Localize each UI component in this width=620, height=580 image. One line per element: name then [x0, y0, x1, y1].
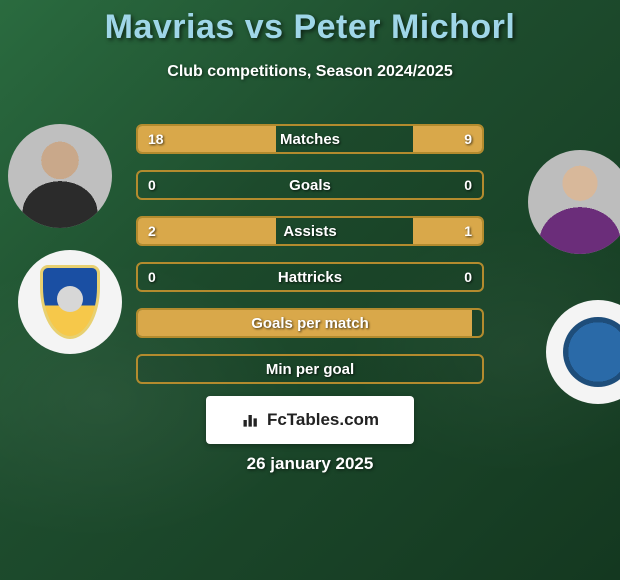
subtitle: Club competitions, Season 2024/2025: [0, 63, 620, 81]
stats-table: 189Matches 00Goals 21Assists 00Hattricks Goa…: [136, 124, 484, 400]
club-left-crest: [18, 250, 122, 354]
stat-label: Min per goal: [138, 361, 482, 378]
stat-label: Goals per match: [138, 315, 482, 332]
player-left-avatar: [8, 124, 112, 228]
club-right-crest: [546, 300, 620, 404]
round-crest-icon: [563, 317, 620, 387]
date-label: 26 january 2025: [0, 454, 620, 474]
stat-row: 189Matches: [136, 124, 484, 154]
stat-row: 00Hattricks: [136, 262, 484, 292]
stat-row: Min per goal: [136, 354, 484, 384]
stat-label: Assists: [138, 223, 482, 240]
shield-crest-icon: [40, 265, 100, 339]
source-label: FcTables.com: [267, 410, 379, 430]
stat-label: Goals: [138, 177, 482, 194]
comparison-card: Mavrias vs Peter Michorl Club competitio…: [0, 0, 620, 580]
player-right-avatar: [528, 150, 620, 254]
person-silhouette-icon: [8, 124, 112, 228]
fctables-logo-icon: [241, 410, 261, 430]
person-silhouette-icon: [528, 150, 620, 254]
stat-label: Hattricks: [138, 269, 482, 286]
stat-row: 00Goals: [136, 170, 484, 200]
stat-label: Matches: [138, 131, 482, 148]
stat-row: Goals per match: [136, 308, 484, 338]
source-badge: FcTables.com: [206, 396, 414, 444]
page-title: Mavrias vs Peter Michorl: [0, 8, 620, 47]
stat-row: 21Assists: [136, 216, 484, 246]
